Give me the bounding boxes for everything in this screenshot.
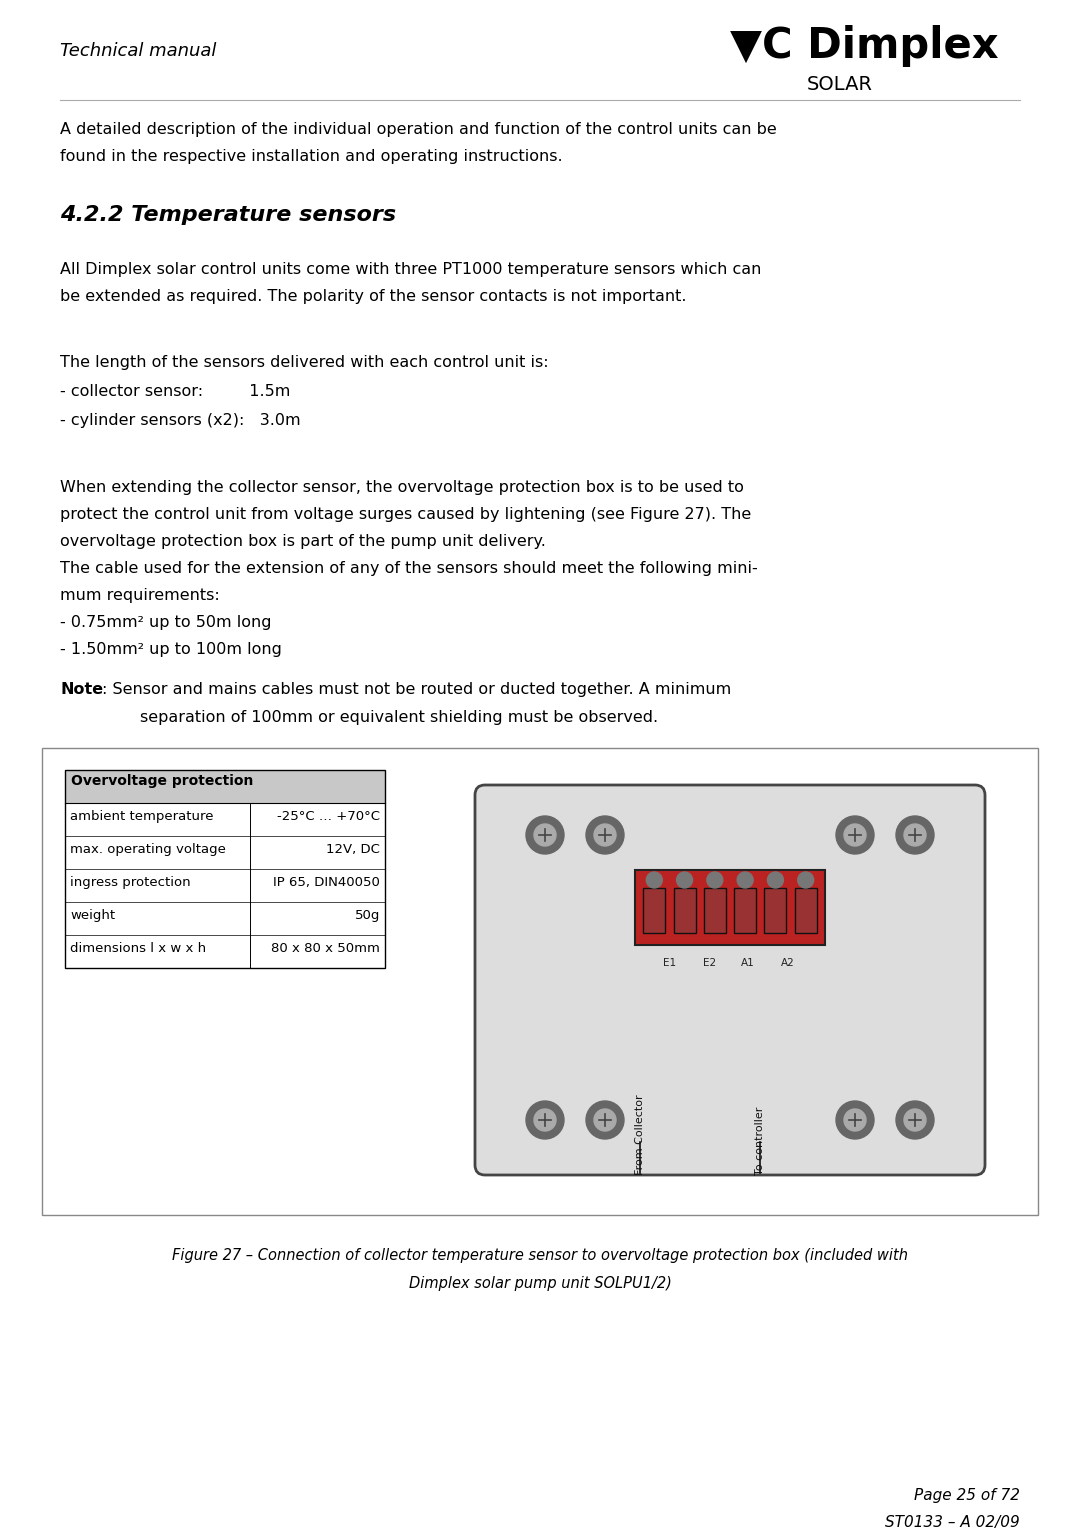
Text: Figure 27 – Connection of collector temperature sensor to overvoltage protection: Figure 27 – Connection of collector temp…	[172, 1248, 908, 1263]
Circle shape	[836, 816, 874, 854]
Circle shape	[738, 872, 753, 888]
Circle shape	[768, 872, 783, 888]
Circle shape	[836, 1101, 874, 1139]
Text: The length of the sensors delivered with each control unit is:: The length of the sensors delivered with…	[60, 356, 549, 369]
Text: E2: E2	[703, 958, 716, 967]
Text: max. operating voltage: max. operating voltage	[70, 843, 226, 855]
Circle shape	[843, 1108, 866, 1131]
Text: - 1.50mm² up to 100m long: - 1.50mm² up to 100m long	[60, 642, 282, 658]
Bar	[65, 835, 384, 869]
Text: ambient temperature: ambient temperature	[70, 809, 214, 823]
Bar	[65, 803, 384, 835]
Text: Note: Note	[60, 682, 103, 698]
Text: dimensions l x w x h: dimensions l x w x h	[70, 941, 206, 955]
Text: - 0.75mm² up to 50m long: - 0.75mm² up to 50m long	[60, 615, 271, 630]
Text: A2: A2	[781, 958, 795, 967]
Bar	[674, 888, 696, 934]
Bar	[734, 888, 756, 934]
Text: 4.2.2 Temperature sensors: 4.2.2 Temperature sensors	[60, 205, 396, 225]
Circle shape	[526, 1101, 564, 1139]
Circle shape	[843, 825, 866, 846]
Bar	[644, 888, 665, 934]
Text: To controller: To controller	[755, 1107, 765, 1174]
Text: found in the respective installation and operating instructions.: found in the respective installation and…	[60, 149, 563, 164]
Circle shape	[594, 825, 616, 846]
Text: From Collector: From Collector	[635, 1095, 645, 1174]
Bar	[42, 748, 1038, 1216]
Circle shape	[706, 872, 723, 888]
Text: Dimplex solar pump unit SOLPU1/2): Dimplex solar pump unit SOLPU1/2)	[408, 1275, 672, 1291]
Text: ▼C Dimplex: ▼C Dimplex	[730, 25, 999, 67]
Text: weight: weight	[70, 909, 116, 921]
Text: E1: E1	[663, 958, 676, 967]
Text: : Sensor and mains cables must not be routed or ducted together. A minimum: : Sensor and mains cables must not be ro…	[102, 682, 731, 698]
Circle shape	[904, 825, 926, 846]
Bar	[795, 888, 816, 934]
Text: The cable used for the extension of any of the sensors should meet the following: The cable used for the extension of any …	[60, 561, 758, 576]
Text: 50g: 50g	[354, 909, 380, 921]
Circle shape	[534, 825, 556, 846]
Text: SOLAR: SOLAR	[807, 75, 873, 94]
Text: -25°C … +70°C: -25°C … +70°C	[276, 809, 380, 823]
Bar	[765, 888, 786, 934]
Bar	[635, 871, 825, 944]
Text: ST0133 – A 02/09: ST0133 – A 02/09	[886, 1515, 1020, 1530]
Circle shape	[904, 1108, 926, 1131]
Circle shape	[594, 1108, 616, 1131]
Circle shape	[586, 816, 624, 854]
Bar	[65, 869, 384, 901]
Circle shape	[676, 872, 692, 888]
Bar	[65, 901, 384, 935]
Text: ingress protection: ingress protection	[70, 875, 191, 889]
Text: IP 65, DIN40050: IP 65, DIN40050	[273, 875, 380, 889]
Text: separation of 100mm or equivalent shielding must be observed.: separation of 100mm or equivalent shield…	[140, 710, 658, 725]
Circle shape	[798, 872, 813, 888]
Bar	[65, 770, 384, 803]
Bar	[65, 935, 384, 967]
Text: When extending the collector sensor, the overvoltage protection box is to be use: When extending the collector sensor, the…	[60, 480, 744, 495]
Circle shape	[534, 1108, 556, 1131]
Text: - cylinder sensors (x2):   3.0m: - cylinder sensors (x2): 3.0m	[60, 412, 300, 428]
Text: be extended as required. The polarity of the sensor contacts is not important.: be extended as required. The polarity of…	[60, 290, 687, 304]
Text: protect the control unit from voltage surges caused by lightening (see Figure 27: protect the control unit from voltage su…	[60, 507, 752, 523]
Text: All Dimplex solar control units come with three PT1000 temperature sensors which: All Dimplex solar control units come wit…	[60, 262, 761, 277]
Text: 80 x 80 x 50mm: 80 x 80 x 50mm	[271, 941, 380, 955]
Circle shape	[646, 872, 662, 888]
Bar	[65, 770, 384, 967]
Text: A1: A1	[741, 958, 755, 967]
Text: A detailed description of the individual operation and function of the control u: A detailed description of the individual…	[60, 123, 777, 136]
Text: Page 25 of 72: Page 25 of 72	[914, 1489, 1020, 1502]
Circle shape	[526, 816, 564, 854]
Bar	[704, 888, 726, 934]
Text: mum requirements:: mum requirements:	[60, 589, 219, 602]
Text: - collector sensor:         1.5m: - collector sensor: 1.5m	[60, 383, 291, 399]
FancyBboxPatch shape	[475, 785, 985, 1174]
Circle shape	[896, 816, 934, 854]
Circle shape	[896, 1101, 934, 1139]
Text: 12V, DC: 12V, DC	[326, 843, 380, 855]
Circle shape	[586, 1101, 624, 1139]
Text: overvoltage protection box is part of the pump unit delivery.: overvoltage protection box is part of th…	[60, 533, 545, 549]
Text: Overvoltage protection: Overvoltage protection	[71, 774, 254, 788]
Text: Technical manual: Technical manual	[60, 41, 216, 60]
